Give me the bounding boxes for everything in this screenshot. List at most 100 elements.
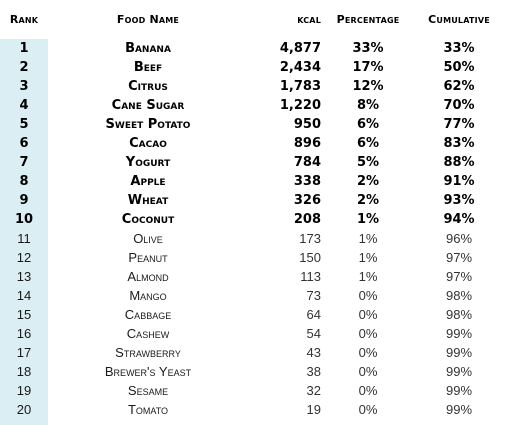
food-name-cell: Cane Sugar (111, 98, 185, 113)
table-row: 13 Almond 113 1% 97% (0, 267, 507, 286)
rank-cell: 4 (19, 98, 29, 113)
table-row: 10 Coconut 208 1% 94% (0, 210, 507, 229)
table-row: 7 Yogurt 784 5% 88% (0, 153, 507, 172)
rank-cell: 7 (19, 155, 29, 170)
table-row: 4 Cane Sugar 1,220 8% 70% (0, 96, 507, 115)
rank-cell: 2 (19, 60, 29, 75)
table-row: 18 Brewer's Yeast 38 0% 99% (0, 362, 507, 381)
cumulative-cell: 83% (443, 136, 475, 151)
table-row: 11 Olive 173 1% 96% (0, 229, 507, 248)
percentage-cell: 2% (356, 174, 380, 189)
cumulative-cell: 99% (445, 345, 473, 360)
cumulative-cell: 91% (443, 174, 475, 189)
table-row: 5 Sweet Potato 950 6% 77% (0, 115, 507, 134)
percentage-cell: 1% (358, 269, 378, 284)
percentage-cell: 1% (358, 250, 378, 265)
kcal-cell: 1,220 (279, 98, 321, 113)
food-name-cell: Peanut (128, 250, 168, 265)
cumulative-cell: 99% (445, 402, 473, 417)
cumulative-cell: 99% (445, 364, 473, 379)
food-name-cell: Mango (129, 288, 167, 303)
food-name-cell: Yogurt (125, 155, 171, 170)
percentage-cell: 6% (356, 136, 380, 151)
kcal-cell: 73 (306, 288, 321, 303)
rank-cell: 15 (16, 307, 32, 322)
rank-cell: 10 (14, 212, 34, 227)
cumulative-cell: 99% (445, 383, 473, 398)
table-row: 6 Cacao 896 6% 83% (0, 134, 507, 153)
rank-cell: 13 (16, 269, 32, 284)
food-name-cell: Strawberry (115, 345, 181, 360)
rank-cell: 6 (19, 136, 29, 151)
cumulative-cell: 98% (445, 288, 473, 303)
food-name-cell: Beef (133, 60, 163, 75)
food-name-cell: Cacao (129, 136, 167, 151)
food-name-cell: Coconut (121, 212, 175, 227)
cumulative-cell: 99% (445, 326, 473, 341)
rank-cell: 14 (16, 288, 32, 303)
kcal-cell: 784 (293, 155, 321, 170)
kcal-cell: 64 (306, 307, 321, 322)
food-name-cell: Sesame (127, 383, 169, 398)
table-row: 1 Banana 4,877 33% 33% (0, 39, 507, 58)
percentage-cell: 17% (352, 60, 384, 75)
kcal-cell: 32 (306, 383, 321, 398)
percentage-cell: 1% (356, 212, 380, 227)
cumulative-cell: 77% (443, 117, 475, 132)
percentage-cell: 33% (352, 41, 384, 56)
cumulative-cell: 98% (445, 307, 473, 322)
kcal-cell: 38 (306, 364, 321, 379)
percentage-cell: 0% (358, 326, 378, 341)
food-name-cell: Citrus (128, 79, 168, 94)
rank-cell: 11 (17, 231, 31, 246)
table-row: 3 Citrus 1,783 12% 62% (0, 77, 507, 96)
table-row: 20 Tomato 19 0% 99% (0, 400, 507, 419)
table-row: 14 Mango 73 0% 98% (0, 286, 507, 305)
kcal-cell: 208 (293, 212, 321, 227)
rank-cell: 8 (19, 174, 29, 189)
percentage-cell: 12% (352, 79, 384, 94)
rank-cell: 3 (19, 79, 29, 94)
cumulative-cell: 97% (445, 269, 473, 284)
percentage-cell: 0% (358, 345, 378, 360)
table-header: Rank Food Name kcal Percentage Cumulativ… (0, 0, 507, 39)
rank-column-background (0, 39, 48, 425)
percentage-cell: 0% (358, 288, 378, 303)
cumulative-cell: 97% (445, 250, 473, 265)
food-name-cell: Tomato (127, 402, 169, 417)
header-cumulative: Cumulative (428, 13, 490, 26)
table-row: 17 Strawberry 43 0% 99% (0, 343, 507, 362)
header-kcal: kcal (297, 13, 321, 26)
table-row: 16 Cashew 54 0% 99% (0, 324, 507, 343)
food-name-cell: Almond (127, 269, 169, 284)
cumulative-cell: 93% (443, 193, 475, 208)
kcal-cell: 326 (293, 193, 321, 208)
cumulative-cell: 96% (445, 231, 473, 246)
rank-cell: 17 (16, 345, 32, 360)
food-name-cell: Sweet Potato (105, 117, 191, 132)
header-percentage: Percentage (336, 13, 400, 26)
percentage-cell: 0% (358, 307, 378, 322)
food-name-cell: Cashew (126, 326, 170, 341)
header-rank: Rank (9, 13, 39, 26)
cumulative-cell: 70% (443, 98, 475, 113)
percentage-cell: 5% (356, 155, 380, 170)
table-body: 1 Banana 4,877 33% 33% 2 Beef 2,434 17% 50% 3 Citru… (0, 39, 507, 419)
rank-cell: 18 (16, 364, 32, 379)
kcal-cell: 950 (293, 117, 321, 132)
percentage-cell: 0% (358, 364, 378, 379)
food-name-cell: Brewer's Yeast (104, 364, 192, 379)
food-name-cell: Banana (125, 41, 171, 56)
kcal-cell: 896 (293, 136, 321, 151)
kcal-cell: 43 (306, 345, 321, 360)
header-food-name: Food Name (116, 13, 180, 26)
percentage-cell: 0% (358, 383, 378, 398)
rank-cell: 19 (16, 383, 32, 398)
cumulative-cell: 94% (443, 212, 475, 227)
rank-cell: 16 (16, 326, 32, 341)
rank-cell: 1 (19, 41, 29, 56)
table-row: 19 Sesame 32 0% 99% (0, 381, 507, 400)
cumulative-cell: 62% (443, 79, 475, 94)
